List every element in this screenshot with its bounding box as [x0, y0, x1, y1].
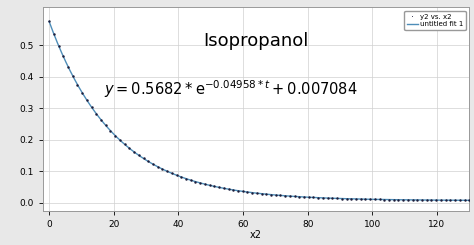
Text: $y = 0.5682 * \mathrm{e}^{-0.04958*t} + 0.007084$: $y = 0.5682 * \mathrm{e}^{-0.04958*t} + …	[103, 78, 357, 99]
Text: Isopropanol: Isopropanol	[203, 32, 309, 50]
Legend: y2 vs. x2, untitled fit 1: y2 vs. x2, untitled fit 1	[404, 11, 466, 30]
X-axis label: x2: x2	[250, 230, 262, 240]
